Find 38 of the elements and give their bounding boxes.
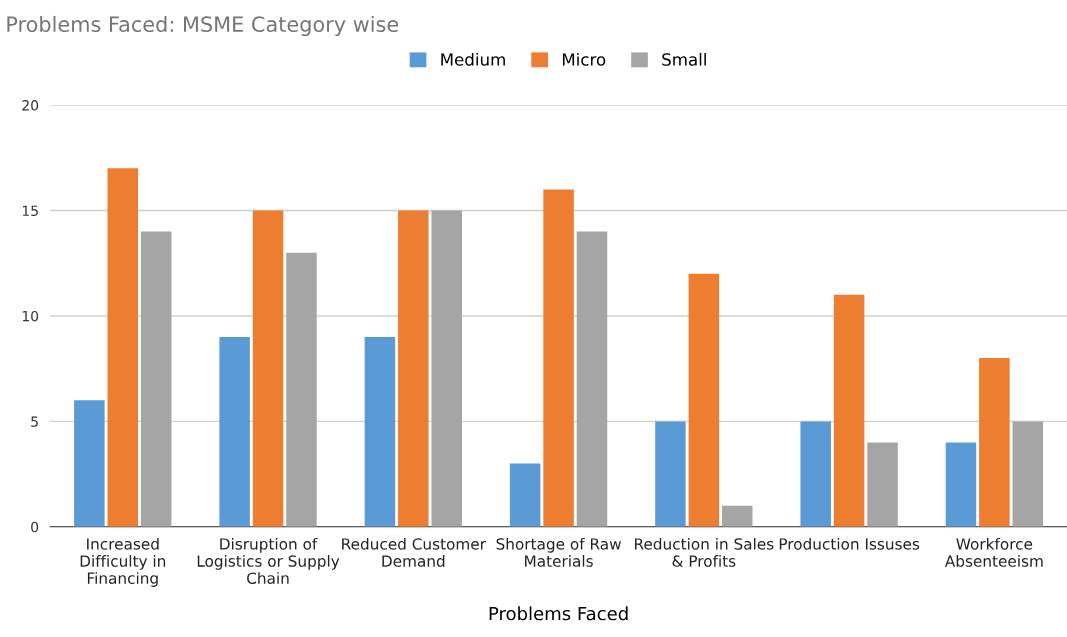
bar [74,400,105,527]
y-tick-label: 20 [22,100,39,111]
bar [979,358,1010,527]
bar [286,252,317,527]
legend-label: Micro [562,52,606,66]
y-tick-label: 15 [22,205,38,216]
bar [655,421,686,527]
bar [1012,421,1044,527]
y-tick-label: 0 [31,521,39,533]
bar [107,168,139,527]
bar [945,442,977,527]
bar [398,210,429,527]
x-axis-title: Problems Faced [489,606,628,621]
x-tick-label: Workforce Absenteeism [944,537,1043,567]
x-tick-label: Disruption of Logistics or Supply Chain [197,537,340,584]
bar [800,421,831,527]
x-tick-label: Reduction in Sales & Profits [635,537,774,567]
bar [219,337,250,527]
legend-label: Small [662,52,706,66]
x-tick-label: Production Issuses [779,537,920,550]
x-tick-label: Shortage of Raw Materials [496,537,621,567]
bar [833,294,865,527]
y-tick-label: 10 [22,310,39,322]
x-tick-label: Reduced Customer Demand [342,537,486,567]
bar [252,210,284,527]
bar [140,231,172,527]
bar [543,189,574,527]
bar [867,442,898,527]
bar [431,210,462,527]
bar [509,463,541,527]
bar [364,337,396,527]
bar [688,273,720,527]
bar [722,505,753,527]
chart-title: Problems Faced: MSME Category wise [7,15,399,37]
legend-label: Medium [441,52,505,66]
bar [576,231,608,527]
y-tick-label: 5 [31,416,38,427]
x-tick-label: Increased Difficulty in Financing [80,537,166,587]
